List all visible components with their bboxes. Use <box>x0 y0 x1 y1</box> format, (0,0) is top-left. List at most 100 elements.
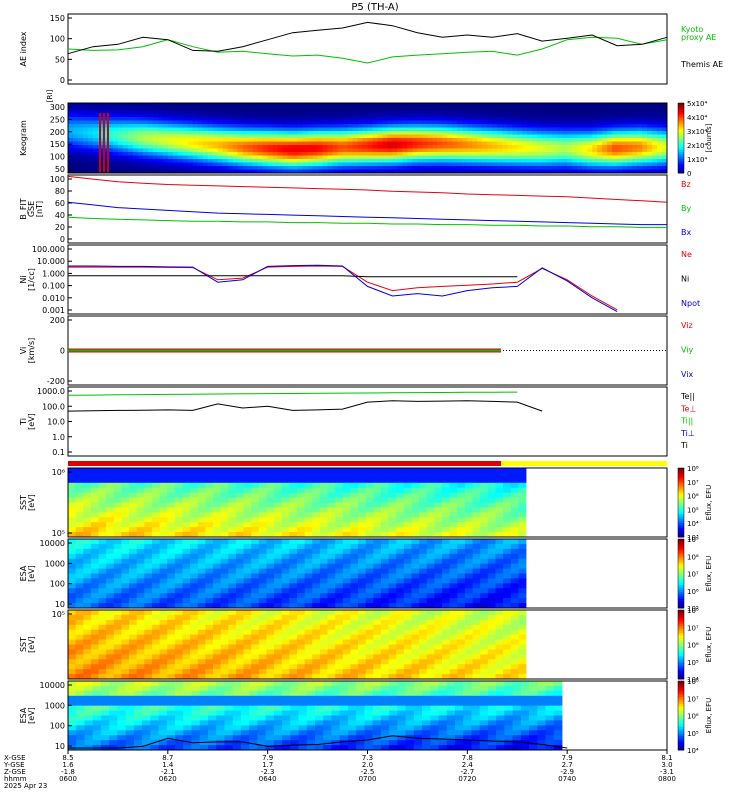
esa-1-colorbar-cell <box>678 573 684 577</box>
esa-1-cell <box>312 583 321 589</box>
keogram-cell <box>537 113 543 118</box>
keogram-cell <box>317 103 323 107</box>
sst-2-cell <box>197 659 206 665</box>
sst-2-cell <box>235 659 244 665</box>
keogram-cell <box>192 110 199 114</box>
sst-1-colorbar-label: 10⁷ <box>687 479 699 487</box>
keogram-cell <box>517 131 523 135</box>
keogram-cell <box>162 117 169 121</box>
sst-2-cell <box>266 629 275 636</box>
sst-1-cell <box>327 527 336 533</box>
sst-1-cell <box>174 477 183 484</box>
esa-1-cell <box>426 558 435 565</box>
keogram-cell <box>552 124 558 128</box>
esa-1-cell <box>396 558 405 565</box>
sst-1-cell <box>426 517 435 523</box>
esa-1-cell <box>220 573 229 579</box>
keogram-cell <box>647 148 653 153</box>
keogram-cell <box>452 141 458 146</box>
keogram-cell <box>297 113 304 118</box>
keogram-cell <box>572 120 578 125</box>
keogram-cell <box>417 110 423 114</box>
keogram-cell <box>377 159 383 163</box>
esa-1-cell <box>388 578 397 584</box>
esa-1-cell <box>151 563 160 569</box>
keogram-cell <box>212 131 219 135</box>
keogram-cell <box>77 145 84 149</box>
keogram-cell <box>452 131 458 135</box>
esa-1-cell <box>342 539 351 545</box>
sst-2-cell <box>235 614 244 621</box>
keogram-cell <box>162 162 169 167</box>
keogram-cell <box>432 152 438 156</box>
sst-1-cell <box>396 468 405 474</box>
keogram-cell <box>182 120 189 125</box>
keogram-cell <box>177 166 184 170</box>
keogram-cell <box>527 134 533 139</box>
sst-2-cell <box>319 669 328 675</box>
esa-1-cell <box>144 568 153 574</box>
keogram-cell <box>122 110 129 114</box>
keogram-cell <box>372 103 378 107</box>
keogram-cell <box>562 134 568 139</box>
sst-2-cell <box>106 669 115 675</box>
esa-1-cell <box>167 563 176 569</box>
sst-1-cell <box>411 512 420 518</box>
keogram-cell <box>562 127 568 132</box>
esa-1-cell <box>510 598 519 604</box>
keogram-cell <box>487 103 493 107</box>
sst-1-cell <box>365 532 374 538</box>
sst-1-cell <box>472 482 481 489</box>
esa-1-cell <box>495 573 504 579</box>
esa-1-cell <box>213 593 222 599</box>
keogram-cell <box>267 106 274 111</box>
ti-series-4 <box>67 400 543 412</box>
sst-2-cell <box>373 649 382 655</box>
sst-2-cell <box>182 639 191 645</box>
esa-1-cell <box>419 583 428 589</box>
keogram-cell <box>567 117 573 121</box>
sst-1-cell <box>373 497 382 503</box>
keogram-cell <box>127 120 134 125</box>
keogram-cell <box>242 166 249 170</box>
sst-2-cell <box>342 669 351 675</box>
sst-2-cell <box>121 664 130 670</box>
keogram-cell <box>77 131 84 135</box>
keogram-cell <box>602 124 608 128</box>
sst-2-cell <box>106 634 115 640</box>
keogram-cell <box>107 169 114 174</box>
sst-1-cell <box>159 522 168 528</box>
keogram-cell <box>467 138 473 142</box>
keogram-cell <box>392 138 398 142</box>
keogram-cell <box>402 117 408 121</box>
keogram-cell <box>392 155 398 160</box>
keogram-cell <box>192 103 199 107</box>
keogram-cell <box>77 127 84 132</box>
esa-1-cell <box>480 573 489 579</box>
sst-1-colorbar-label: 10⁶ <box>687 493 699 501</box>
keogram-cell <box>332 131 338 135</box>
keogram-cell <box>657 152 663 156</box>
keogram-cell <box>367 117 373 121</box>
keogram-cell <box>237 131 244 135</box>
sst-2-cell <box>197 639 206 645</box>
esa-1-cell <box>190 539 199 545</box>
esa-1-cell <box>434 553 443 560</box>
keogram-cell <box>167 113 174 118</box>
keogram-cell <box>297 138 304 142</box>
sst-2-cell <box>419 654 428 660</box>
keogram-cell <box>347 131 353 135</box>
keogram-cell <box>312 124 318 128</box>
keogram-cell <box>492 169 498 174</box>
keogram-cell <box>547 124 553 128</box>
sst-1-cell <box>487 532 496 538</box>
esa-1-cell <box>434 593 443 599</box>
sst-2-cell <box>335 629 344 636</box>
keogram-cell <box>382 117 388 121</box>
sst-1-cell <box>403 468 412 474</box>
sst-1-cell <box>297 517 306 523</box>
ti-tick-label: 1000.0 <box>37 387 65 396</box>
esa-1-cell <box>335 583 344 589</box>
sst-1-cell <box>235 497 244 503</box>
sst-2-cell <box>90 659 99 665</box>
